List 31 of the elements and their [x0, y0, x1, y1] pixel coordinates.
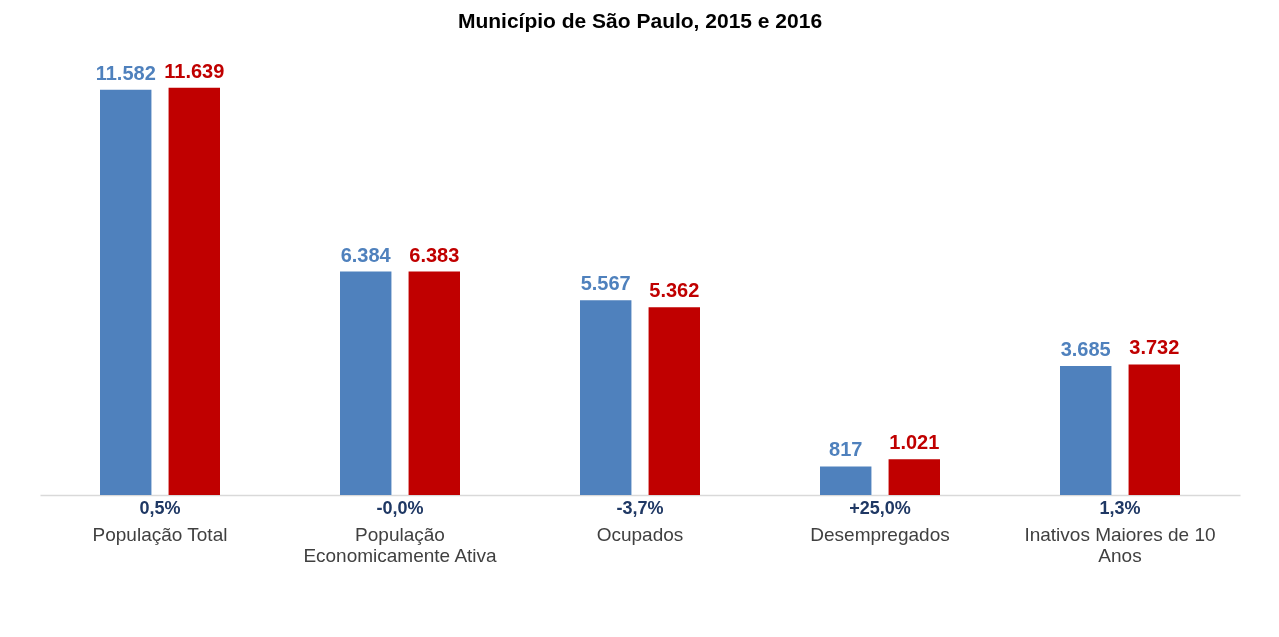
text: +25,0%	[849, 498, 911, 518]
data-label: 5.362	[649, 279, 700, 302]
text: 1,3%	[1099, 498, 1141, 518]
bar	[1060, 366, 1112, 495]
x-tick-label: População Total	[92, 523, 228, 545]
data-label: 817	[829, 438, 863, 461]
data-label: 6.384	[340, 243, 392, 266]
data-label: 6.383	[409, 243, 460, 266]
bar	[168, 87, 220, 495]
bar	[820, 466, 872, 495]
bar	[888, 459, 940, 495]
bar	[340, 271, 392, 495]
bar	[408, 271, 460, 495]
data-label: 5.567	[580, 272, 631, 295]
data-label: 3.732	[1129, 336, 1180, 359]
bar	[580, 300, 632, 495]
bar	[648, 307, 700, 495]
data-label: 1.021	[889, 431, 940, 454]
text: -3,7%	[616, 498, 664, 518]
text: -0,0%	[376, 498, 424, 518]
x-tick-label: Inativos Maiores de 10 Anos	[1024, 523, 1216, 566]
x-tick-label: Ocupados	[596, 523, 684, 545]
data-label: 3.685	[1060, 338, 1111, 361]
data-label: 11.639	[164, 59, 225, 82]
x-tick-label: População Economicamente Ativa	[303, 523, 498, 566]
bar	[100, 89, 152, 495]
chart-title: Município de São Paulo, 2015 e 2016	[457, 8, 823, 32]
bar	[1128, 364, 1180, 495]
data-label: 11.582	[95, 61, 156, 84]
x-tick-label: Desempregados	[810, 523, 950, 545]
text: 0,5%	[139, 498, 181, 518]
